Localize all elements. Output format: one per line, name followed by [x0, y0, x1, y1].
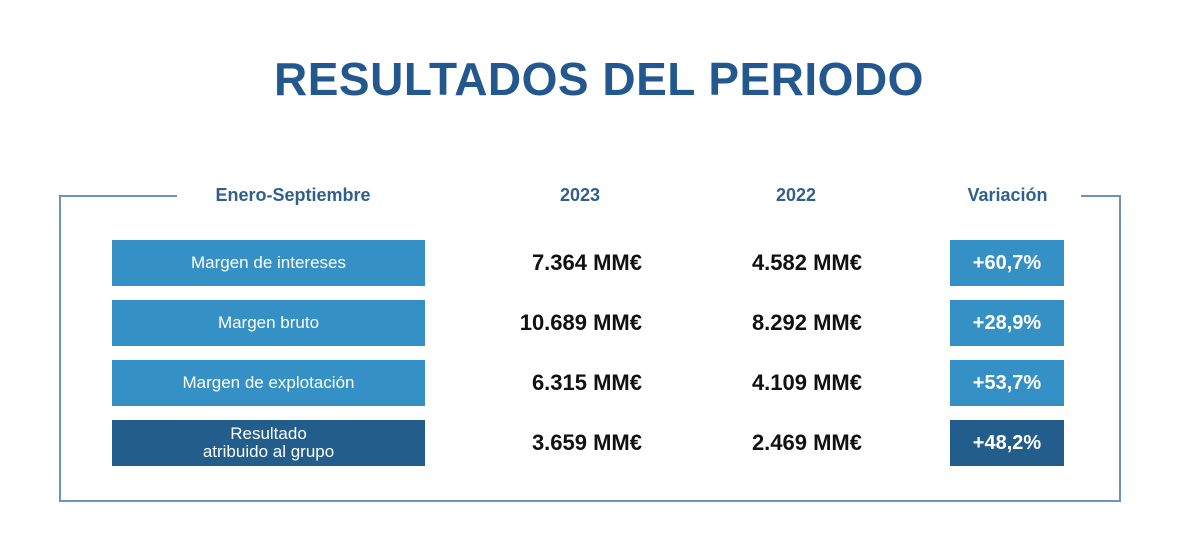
- header-year-2023: 2023: [559, 185, 601, 205]
- variation-margen-bruto: +28,9%: [950, 300, 1064, 346]
- variation-margen-intereses: +60,7%: [950, 240, 1064, 286]
- value-2022-margen-intereses: 4.582 MM€: [751, 250, 862, 275]
- frame-left-border: [59, 196, 61, 502]
- value-2022-resultado-atribuido: 2.469 MM€: [751, 430, 862, 455]
- header-year-2022: 2022: [775, 185, 817, 205]
- frame-top-left-border: [59, 195, 177, 197]
- variation-margen-explotacion: +53,7%: [950, 360, 1064, 406]
- header-period: Enero-Septiembre: [215, 185, 371, 205]
- value-2023-margen-bruto: 10.689 MM€: [519, 310, 642, 335]
- frame-top-right-border: [1081, 195, 1121, 197]
- frame-bottom-border: [59, 500, 1121, 502]
- row-label-margen-bruto: Margen bruto: [112, 300, 425, 346]
- value-2022-margen-bruto: 8.292 MM€: [751, 310, 862, 335]
- header-variation: Variación: [967, 185, 1048, 205]
- value-2023-resultado-atribuido: 3.659 MM€: [531, 430, 642, 455]
- row-label-margen-intereses: Margen de intereses: [112, 240, 425, 286]
- row-label-resultado-atribuido: Resultado atribuido al grupo: [112, 420, 425, 466]
- value-2023-margen-intereses: 7.364 MM€: [531, 250, 642, 275]
- frame-right-border: [1119, 196, 1121, 502]
- page-title: RESULTADOS DEL PERIODO: [274, 53, 924, 105]
- variation-resultado-atribuido: +48,2%: [950, 420, 1064, 466]
- row-label-margen-explotacion: Margen de explotación: [112, 360, 425, 406]
- value-2022-margen-explotacion: 4.109 MM€: [751, 370, 862, 395]
- value-2023-margen-explotacion: 6.315 MM€: [531, 370, 642, 395]
